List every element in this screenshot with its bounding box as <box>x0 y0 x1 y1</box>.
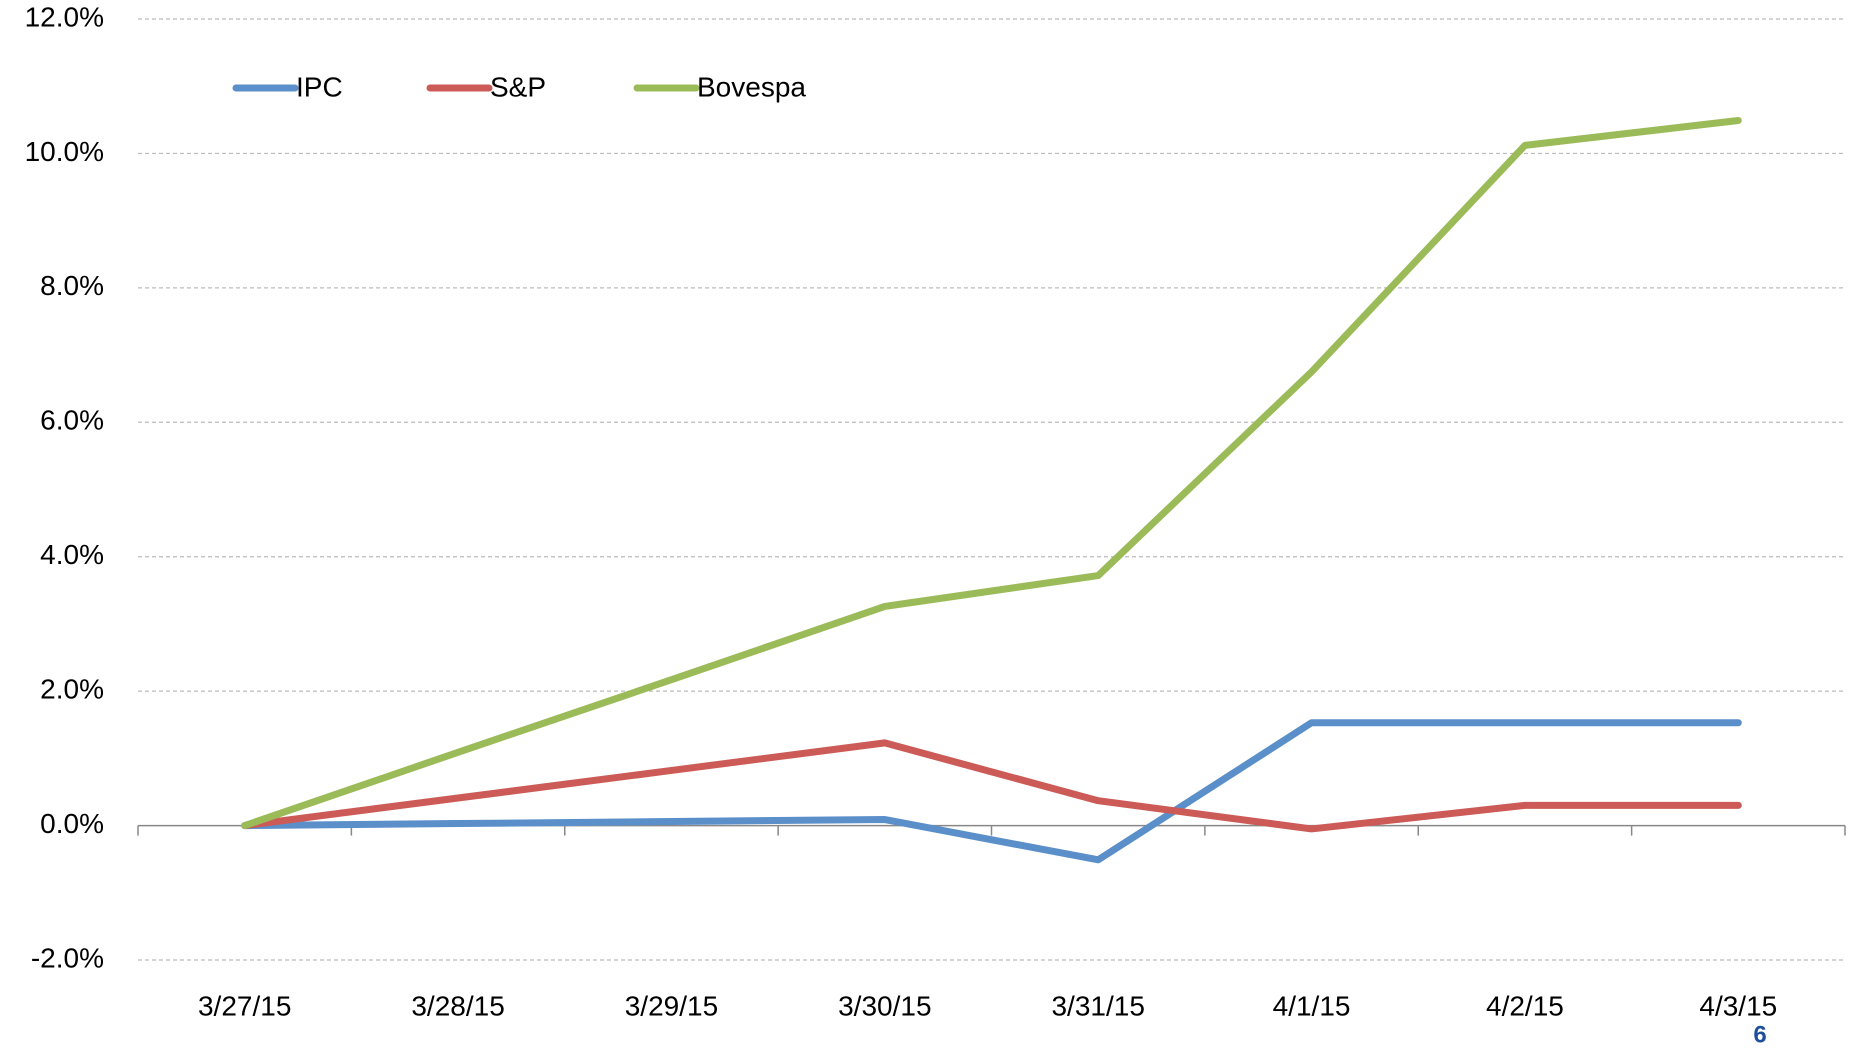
y-tick-label: 4.0% <box>40 539 104 570</box>
legend-label: IPC <box>296 71 343 102</box>
x-tick-label: 3/27/15 <box>198 990 291 1021</box>
x-tick-label: 3/29/15 <box>625 990 718 1021</box>
y-tick-label: 6.0% <box>40 405 104 436</box>
legend-label: Bovespa <box>697 71 806 102</box>
x-tick-label: 4/1/15 <box>1273 990 1351 1021</box>
y-tick-label: 12.0% <box>25 1 104 32</box>
line-series <box>241 116 1742 830</box>
y-tick-label: 8.0% <box>40 270 104 301</box>
legend-label: S&P <box>490 71 546 102</box>
line-series <box>241 739 1742 833</box>
x-tick-label: 4/3/15 <box>1699 990 1777 1021</box>
y-tick-label: 2.0% <box>40 674 104 705</box>
x-tick-label: 4/2/15 <box>1486 990 1564 1021</box>
y-tick-label: 0.0% <box>40 808 104 839</box>
line-series <box>241 719 1742 864</box>
page-number: 6 <box>1753 1021 1766 1048</box>
x-tick-label: 3/28/15 <box>411 990 504 1021</box>
y-tick-label: 10.0% <box>25 136 104 167</box>
y-tick-label: -2.0% <box>31 942 104 973</box>
x-tick-label: 3/31/15 <box>1051 990 1144 1021</box>
x-tick-label: 3/30/15 <box>838 990 931 1021</box>
